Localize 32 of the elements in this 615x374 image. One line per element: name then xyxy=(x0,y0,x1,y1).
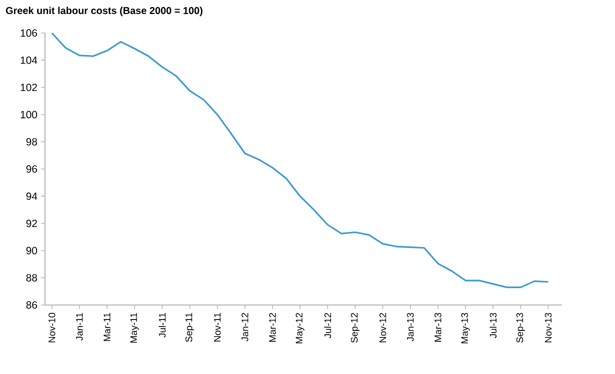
y-tick-label: 88 xyxy=(26,274,38,282)
y-tick-label: 90 xyxy=(26,246,38,254)
x-tick-label: Jan-13 xyxy=(407,312,414,342)
x-tick-label: Sep-11 xyxy=(185,312,194,342)
x-tick-label: Nov-13 xyxy=(544,312,552,342)
x-tick-label: Nov-10 xyxy=(48,312,56,342)
y-tick-label: 100 xyxy=(20,110,38,118)
y-tick-label: 94 xyxy=(26,192,38,200)
x-tick-label: Mar-13 xyxy=(434,312,442,342)
x-tick-label: Jan-11 xyxy=(76,312,83,341)
y-tick-label: 104 xyxy=(20,56,38,64)
y-tick-label: 92 xyxy=(26,220,37,228)
x-tick-label: Nov-12 xyxy=(379,312,386,342)
x-tick-label: Jan-12 xyxy=(242,312,248,342)
y-tick-label: 86 xyxy=(26,301,38,309)
x-tick-label: Jul-13 xyxy=(490,312,497,338)
y-tick-label: 96 xyxy=(26,165,38,173)
chart-title: Greek unit labour costs (Base 2000 = 100) xyxy=(6,6,202,16)
x-tick-label: May-13 xyxy=(461,312,470,344)
x-tick-label: Mar-12 xyxy=(269,312,276,342)
x-tick-label: May-11 xyxy=(130,312,139,343)
y-tick-label: 102 xyxy=(20,84,37,92)
x-tick-label: Sep-12 xyxy=(350,312,360,343)
x-tick-label: Jul-12 xyxy=(324,312,332,338)
line-series xyxy=(51,32,550,288)
y-tick-label: 106 xyxy=(20,29,38,37)
x-tick-label: Sep-13 xyxy=(516,312,525,343)
x-tick-label: Mar-11 xyxy=(104,312,110,342)
x-tick-label: Jul-11 xyxy=(158,312,166,338)
x-tick-label: May-12 xyxy=(296,312,304,344)
y-tick-label: 98 xyxy=(26,138,38,146)
x-tick-label: Nov-11 xyxy=(214,312,221,342)
